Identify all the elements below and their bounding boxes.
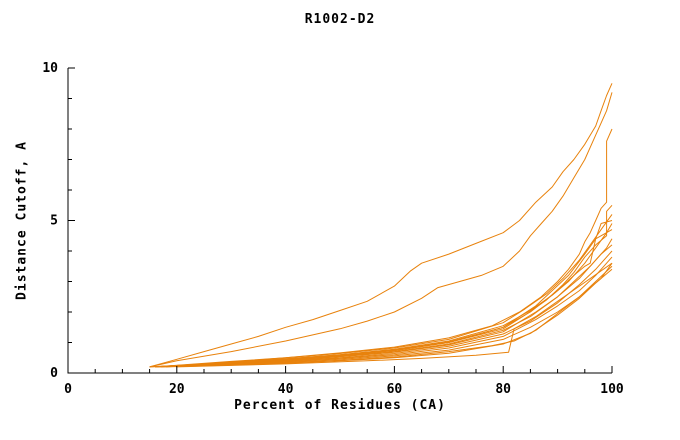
model-curve xyxy=(154,204,613,368)
x-tick-label: 80 xyxy=(495,382,511,397)
model-curve xyxy=(154,128,613,368)
model-curve xyxy=(165,268,613,368)
model-curve xyxy=(149,83,613,368)
y-tick-label: 10 xyxy=(42,61,58,76)
model-curve xyxy=(176,262,613,368)
model-curve xyxy=(149,92,613,368)
x-tick-label: 100 xyxy=(600,382,624,397)
x-tick-label: 60 xyxy=(387,382,403,397)
x-axis-label: Percent of Residues (CA) xyxy=(234,398,446,413)
y-tick-label: 5 xyxy=(50,214,58,229)
model-curve xyxy=(160,250,613,368)
model-curve xyxy=(154,256,613,368)
chart-title: R1002-D2 xyxy=(304,12,376,27)
model-curve xyxy=(149,220,613,368)
y-axis-label: Distance Cutoff, A xyxy=(14,141,30,300)
model-curve xyxy=(154,214,613,368)
x-tick-label: 20 xyxy=(169,382,185,397)
x-tick-label: 0 xyxy=(64,382,72,397)
x-tick-label: 40 xyxy=(278,382,294,397)
y-tick-label: 0 xyxy=(50,366,58,381)
